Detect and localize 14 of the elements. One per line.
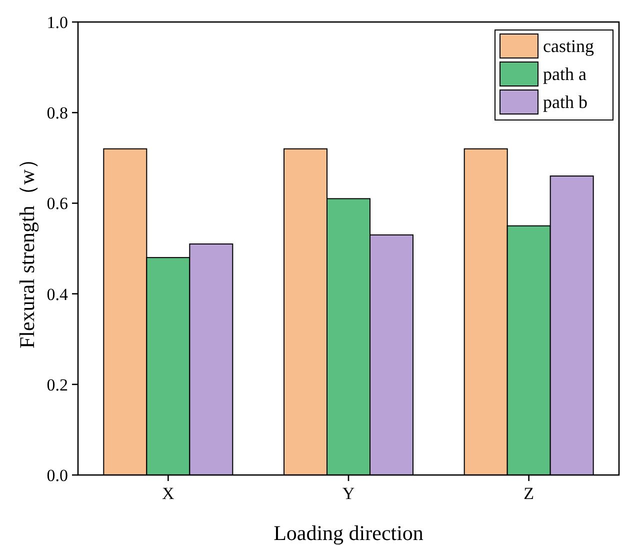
legend-label: path a [543,64,586,84]
x-tick-label: Z [524,484,534,503]
x-tick-label: X [162,484,174,503]
x-tick-label: Y [342,484,355,503]
x-axis-title: Loading direction [274,521,424,545]
legend-label: casting [543,36,594,56]
y-tick-label: 1.0 [46,13,68,32]
y-tick-label: 0.4 [46,284,68,304]
y-tick-label: 0.6 [46,194,68,214]
y-tick-label: 0.8 [46,104,68,123]
y-tick-label: 0.2 [46,375,68,394]
y-axis-title: Flexural strength（w） [15,148,39,349]
y-tick-label: 0.0 [46,466,68,485]
legend-label: path b [543,92,588,112]
